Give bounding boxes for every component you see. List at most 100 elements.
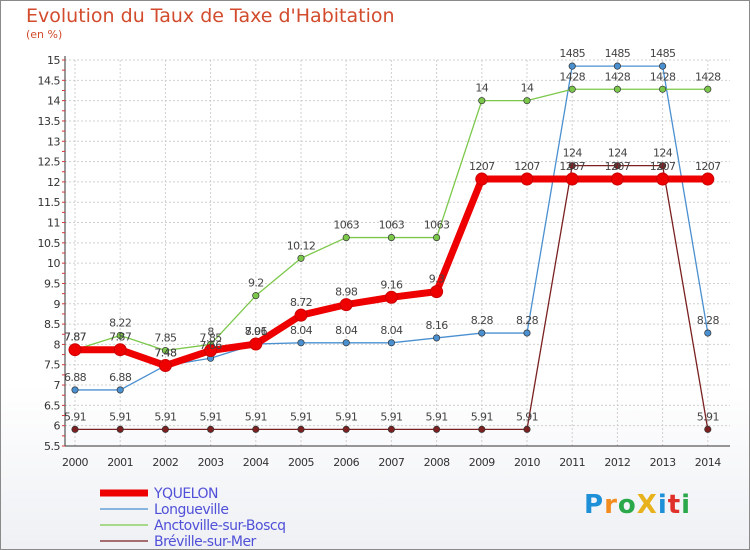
data-label: 6.88 (109, 371, 132, 384)
data-point (568, 162, 576, 170)
data-label: 8.28 (697, 314, 720, 327)
data-point (704, 425, 712, 433)
x-tick-label: 2011 (559, 456, 585, 469)
data-label: 9.3 (429, 273, 445, 286)
data-point (704, 329, 712, 337)
data-label: 8.28 (471, 314, 494, 327)
x-tick-label: 2007 (378, 456, 404, 469)
y-tick-label: 11 (47, 217, 60, 230)
data-point (71, 386, 79, 394)
legend-label: Anctoville-sur-Boscq (154, 518, 285, 534)
y-tick-label: 12 (47, 176, 60, 189)
data-label: 5.91 (245, 410, 267, 423)
logo-letter: i (657, 490, 668, 520)
y-tick-label: 12.5 (38, 156, 61, 169)
logo-letter: r (604, 490, 618, 520)
data-point (433, 334, 441, 342)
data-point (342, 234, 350, 242)
data-point (68, 343, 82, 357)
data-label: 8.04 (380, 324, 403, 337)
data-label: 5.91 (200, 410, 222, 423)
data-point (158, 359, 172, 373)
data-point (433, 425, 441, 433)
y-tick-label: 15 (47, 54, 60, 67)
x-tick-label: 2008 (424, 456, 450, 469)
y-tick-label: 9.5 (44, 277, 60, 290)
data-label: 1428 (650, 70, 676, 83)
data-label: 8.28 (516, 314, 539, 327)
data-point (701, 172, 715, 186)
data-label: 8.72 (290, 296, 312, 309)
data-point (520, 172, 534, 186)
data-label: 1485 (650, 47, 676, 60)
data-label: 7.96 (245, 325, 268, 338)
data-label: 1207 (650, 160, 676, 173)
data-point (613, 62, 621, 70)
data-point (252, 292, 260, 300)
data-label: 7.48 (154, 347, 177, 360)
data-point (523, 97, 531, 105)
data-label: 1485 (605, 47, 631, 60)
y-tick-label: 7 (54, 379, 61, 392)
data-label: 1207 (695, 160, 721, 173)
data-point (704, 85, 712, 93)
data-label: 1063 (333, 219, 359, 232)
legend-label: Longueville (154, 502, 228, 518)
data-label: 7.85 (154, 332, 177, 345)
data-point (161, 346, 169, 355)
logo-letter: o (617, 490, 637, 520)
data-label: 7.85 (200, 332, 223, 345)
data-label: 5.91 (64, 410, 86, 423)
data-label: 5.91 (290, 410, 312, 423)
data-label: 7.87 (64, 331, 87, 344)
data-point (116, 331, 124, 340)
data-point (294, 308, 308, 322)
data-point (656, 172, 670, 186)
x-tick-label: 2001 (107, 456, 133, 469)
data-label: 5.91 (154, 410, 176, 423)
data-label: 8 (207, 325, 214, 338)
x-tick-label: 2009 (469, 456, 495, 469)
data-label: 5.91 (426, 410, 448, 423)
data-point (116, 425, 124, 433)
data-label: 1207 (605, 160, 631, 173)
y-tick-label: 5.5 (44, 440, 60, 453)
data-label: 5.91 (697, 410, 719, 423)
data-label: 14 (475, 82, 488, 95)
proxiti-logo: ProXiti (584, 490, 691, 520)
data-label: 14 (521, 82, 534, 95)
data-label: 1207 (559, 160, 585, 173)
y-tick-label: 13 (47, 135, 60, 148)
data-label: 124 (563, 147, 583, 160)
x-tick-label: 2014 (695, 456, 721, 469)
data-label: 8.04 (290, 324, 313, 337)
data-point (71, 425, 79, 433)
data-label: 8.98 (335, 286, 358, 299)
data-label: 5.91 (516, 410, 538, 423)
data-label: 8.01 (245, 325, 267, 338)
data-point (113, 343, 127, 357)
y-tick-label: 14.5 (38, 74, 61, 87)
data-label: 124 (608, 147, 628, 160)
x-tick-label: 2003 (198, 456, 224, 469)
data-label: 1485 (559, 47, 585, 60)
data-point (613, 85, 621, 93)
data-label: 10.12 (287, 239, 316, 252)
y-tick-label: 6.5 (44, 399, 60, 412)
chart-title: Evolution du Taux de Taxe d'Habitation (26, 5, 395, 27)
data-label: 5.91 (109, 410, 131, 423)
data-point (116, 386, 124, 394)
data-point (297, 425, 305, 433)
logo-letter: t (667, 490, 682, 520)
data-point (523, 329, 531, 337)
x-tick-label: 2010 (514, 456, 540, 469)
x-tick-label: 2004 (243, 456, 269, 469)
data-label: 1428 (695, 70, 721, 83)
x-tick-label: 2005 (288, 456, 314, 469)
data-label: 1207 (469, 160, 495, 173)
data-point (659, 162, 667, 170)
y-tick-label: 14 (47, 95, 60, 108)
data-point (659, 85, 667, 93)
